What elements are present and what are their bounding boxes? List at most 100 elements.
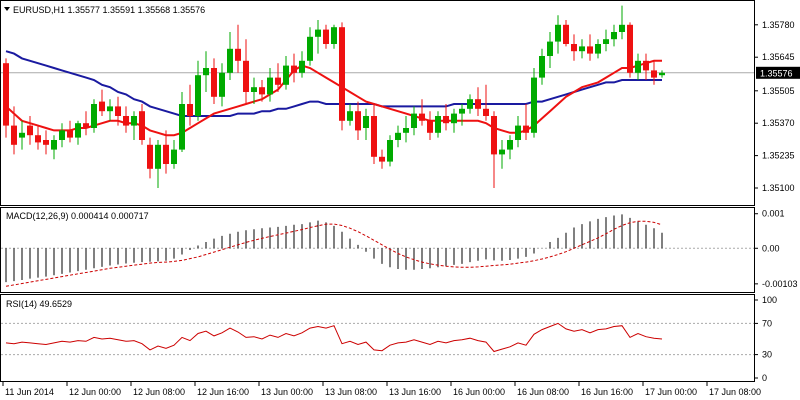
candle-body [451,113,457,124]
candle [283,56,289,90]
candle [259,80,265,102]
rsi-tick-label: 0 [762,373,767,383]
candle [91,99,97,133]
candle-body [395,132,401,140]
time-tick-label: 17 Jun 08:00 [709,387,761,397]
candle-body [547,41,553,56]
candle-body [283,65,289,85]
candle [83,111,89,136]
candle [643,53,649,80]
candlesticks [3,5,665,188]
candle-body [443,116,449,124]
candle-body [3,63,9,126]
candle [411,106,417,136]
price-tick-label: 1.35235 [762,151,795,161]
candle [171,140,177,169]
candle-body [11,125,17,145]
time-tick-label: 12 Jun 08:00 [133,387,185,397]
rsi-title: RSI(14) 49.6529 [6,299,72,309]
candle-body [243,60,249,92]
candle-body [435,116,441,133]
candle [627,22,633,78]
candle-body [611,32,617,40]
candle [291,53,297,83]
candle-body [507,140,513,150]
candle-body [355,111,361,131]
candle [571,34,577,61]
price-tick-label: 1.35100 [762,183,795,193]
current-price-label: 1.35576 [760,68,793,78]
candle-body [43,140,49,145]
candle-body [195,75,201,116]
candle-body [539,56,545,78]
candle [123,106,129,133]
time-tick-label: 16 Jun 16:00 [581,387,633,397]
candle [427,111,433,140]
candle [115,96,121,126]
rsi-tick-label: 70 [762,318,772,328]
candle-body [419,113,425,121]
candle [475,87,481,116]
candle [59,123,65,148]
macd-indicator: 0.001 0.00 -0.00103 [1,209,798,289]
macd-signal-line [5,220,663,287]
candle-body [619,24,625,32]
rsi-tick-label: 100 [762,295,777,305]
candle-body [531,77,537,133]
candle-body [331,27,337,44]
candle [19,120,25,150]
candle [331,24,337,49]
candle-body [627,24,633,73]
candle-body [115,106,121,116]
candle-body [315,29,321,37]
candle [251,77,257,104]
candle-body [131,116,137,126]
candle-body [99,101,105,112]
candle [11,106,17,155]
candle [651,60,657,85]
candle-body [659,72,665,76]
chart-menu-triangle-icon[interactable] [4,7,10,11]
candle [579,39,585,59]
candle [107,99,113,121]
price-panel[interactable] [0,0,755,206]
candle-body [147,144,153,169]
candle-body [35,135,41,143]
candle [3,58,9,138]
candle-body [563,24,569,44]
candle-body [491,116,497,155]
candle [387,135,393,167]
candle [555,15,561,54]
time-tick-label: 13 Jun 00:00 [261,387,313,397]
candle-body [27,125,33,136]
candle [147,137,153,179]
candle-body [267,77,273,95]
candle [323,24,329,49]
candle [451,108,457,133]
time-tick-label: 16 Jun 00:00 [453,387,505,397]
candle [419,99,425,126]
candle-body [323,29,329,44]
candle [371,104,377,164]
time-tick-label: 13 Jun 08:00 [325,387,377,397]
candle-body [467,99,473,109]
candle [35,125,41,150]
candle [235,24,241,73]
time-tick-label: 11 Jun 2014 [5,387,54,397]
candle-body [475,99,481,109]
candle-body [571,44,577,52]
candle [443,104,449,131]
candle-body [107,106,113,112]
macd-tick-label: 0.00 [762,243,780,253]
candle [483,84,489,121]
price-tick-label: 1.35505 [762,86,795,96]
candle [27,116,33,145]
candle-body [371,116,377,157]
time-tick-label: 16 Jun 08:00 [517,387,569,397]
rsi-panel[interactable] [0,294,755,382]
candle [499,140,505,169]
candle-body [139,111,145,140]
candle [507,135,513,160]
price-tick-label: 1.35645 [762,52,795,62]
time-tick-label: 12 Jun 00:00 [69,387,121,397]
